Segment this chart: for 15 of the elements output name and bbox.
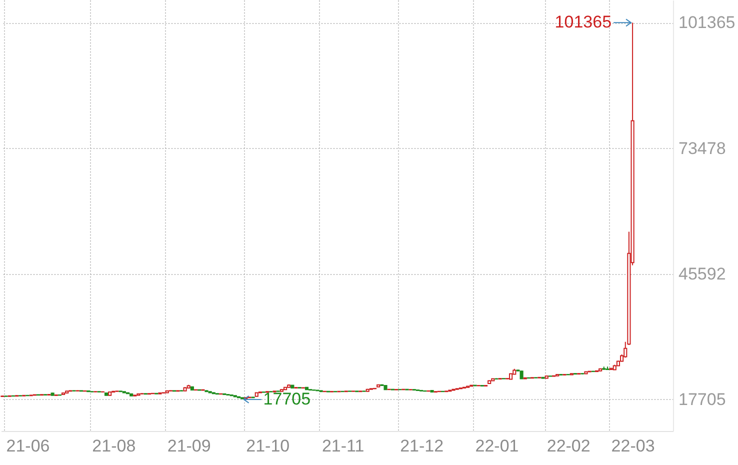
x-tick-label: 22-02	[546, 436, 590, 456]
annotation: 17705	[263, 389, 311, 408]
annotation: 101365	[554, 12, 612, 32]
y-tick-label: 17705	[678, 390, 726, 409]
x-tick-label: 21-10	[246, 436, 290, 456]
x-tick-label: 21-08	[92, 436, 136, 456]
x-tick-label: 21-12	[400, 436, 444, 456]
y-tick-label: 101365	[678, 13, 736, 32]
x-tick-label: 21-09	[167, 436, 211, 456]
x-tick-label: 22-01	[475, 436, 519, 456]
x-tick-label: 21-06	[6, 436, 50, 456]
x-tick-label: 21-11	[322, 436, 364, 456]
x-tick-label: 22-03	[611, 436, 655, 456]
y-tick-label: 73478	[678, 138, 726, 158]
y-tick-label: 45592	[678, 264, 726, 284]
